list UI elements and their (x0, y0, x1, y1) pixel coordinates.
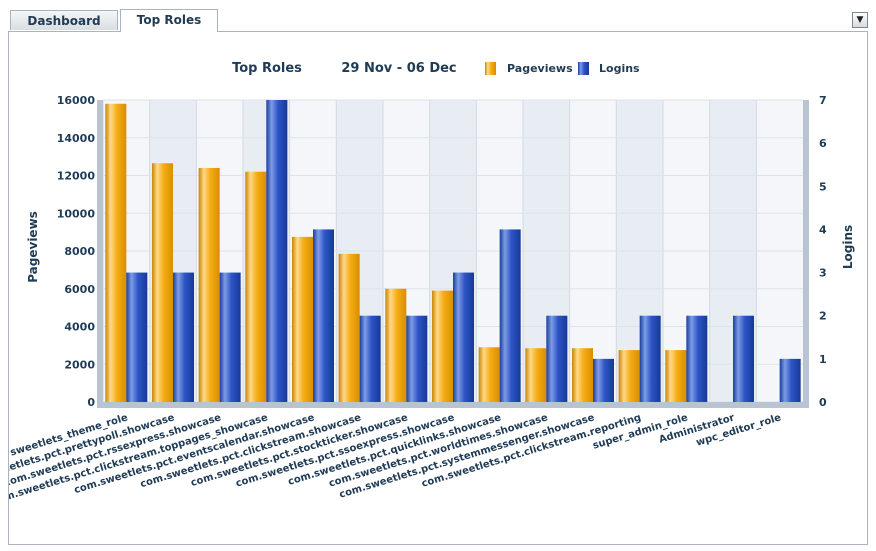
pageviews-bar[interactable] (525, 348, 547, 402)
right-axis-wall (803, 100, 809, 408)
pageviews-bar[interactable] (385, 288, 407, 402)
y2-axis-title: Logins (841, 225, 855, 269)
logins-bar[interactable] (546, 315, 568, 402)
logins-bar[interactable] (593, 358, 614, 402)
dropdown-icon[interactable]: ▼ (852, 12, 868, 28)
left-axis-wall (97, 100, 103, 408)
y2-tick-label: 4 (819, 223, 827, 236)
y2-tick-label: 0 (819, 396, 827, 409)
y-tick-label: 6000 (64, 283, 95, 296)
logins-bar[interactable] (359, 315, 381, 402)
y-tick-label: 4000 (64, 321, 95, 334)
y-tick-label: 2000 (64, 358, 95, 371)
tab-top-roles[interactable]: Top Roles (120, 9, 218, 32)
pageviews-bar[interactable] (572, 348, 593, 402)
logins-bar[interactable] (639, 315, 661, 402)
y-tick-label: 14000 (57, 132, 96, 145)
logins-bar[interactable] (313, 229, 334, 402)
logins-bar[interactable] (733, 315, 754, 402)
pageviews-bar[interactable] (665, 350, 687, 402)
y2-tick-label: 3 (819, 267, 827, 280)
pageviews-bar[interactable] (152, 163, 173, 402)
chart-panel: 0 2000 4000 6000 8000 10000 12000 14000 16000 0 1 2… (0, 31, 868, 545)
logins-bar[interactable] (173, 272, 194, 402)
logins-bar[interactable] (219, 272, 241, 402)
tab-dashboard[interactable]: Dashboard (10, 10, 118, 30)
legend-pageviews-label: Pageviews (507, 62, 573, 75)
y-tick-label: 12000 (57, 170, 96, 183)
logins-bar[interactable] (779, 358, 801, 402)
y-tick-label: 10000 (57, 207, 96, 220)
pageviews-bar[interactable] (292, 236, 313, 402)
y2-tick-label: 6 (819, 137, 827, 150)
pageviews-bar[interactable] (198, 167, 220, 402)
y2-tick-label: 5 (819, 180, 827, 193)
pageviews-bar[interactable] (338, 253, 360, 402)
pageviews-bar[interactable] (478, 347, 500, 402)
y2-tick-label: 1 (819, 353, 827, 366)
pageviews-bar[interactable] (105, 103, 127, 403)
logins-bar[interactable] (499, 229, 521, 402)
logins-bar[interactable] (406, 315, 428, 402)
pageviews-bar[interactable] (245, 171, 267, 402)
legend-logins-label: Logins (599, 62, 640, 75)
y-tick-label: 16000 (57, 94, 96, 107)
tab-bar: Dashboard Top Roles ▼ (8, 8, 868, 32)
pageviews-bar[interactable] (618, 350, 640, 402)
y-tick-label: 0 (87, 396, 95, 409)
y-axis-title: Pageviews (26, 211, 40, 283)
top-roles-chart: 0 2000 4000 6000 8000 10000 12000 14000 16000 0 1 2… (0, 61, 855, 507)
logins-bar[interactable] (453, 272, 474, 402)
logins-bar[interactable] (126, 272, 148, 402)
x-axis-floor (103, 402, 803, 408)
y2-tick-label: 7 (819, 94, 827, 107)
y2-tick-label: 2 (819, 310, 827, 323)
legend-pageviews-swatch (485, 62, 496, 75)
date-range: 29 Nov - 06 Dec (341, 61, 456, 76)
legend-logins-swatch (578, 62, 589, 75)
chart-title: Top Roles (232, 61, 302, 76)
logins-bar[interactable] (266, 100, 288, 402)
y-tick-label: 8000 (64, 245, 95, 258)
logins-bar[interactable] (686, 315, 708, 402)
pageviews-bar[interactable] (432, 290, 453, 402)
